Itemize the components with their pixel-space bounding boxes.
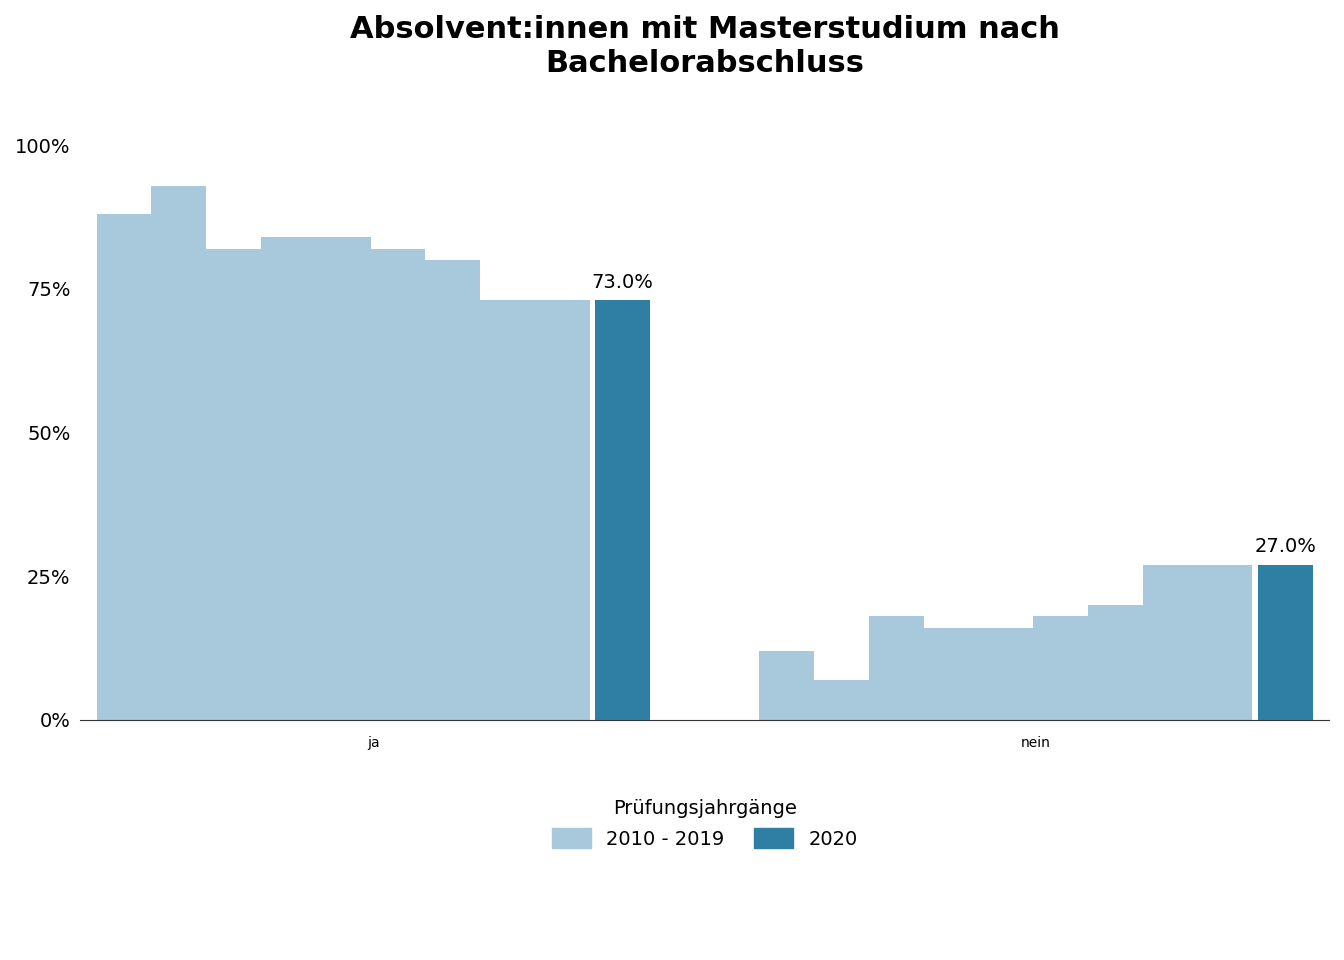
Bar <box>152 185 206 720</box>
Bar <box>206 249 261 720</box>
Bar <box>425 260 480 720</box>
Bar <box>978 628 1034 720</box>
Bar <box>595 300 650 720</box>
Bar <box>97 214 152 720</box>
Text: 73.0%: 73.0% <box>591 273 653 292</box>
Bar <box>759 651 814 720</box>
Text: 27.0%: 27.0% <box>1254 537 1316 556</box>
Bar <box>1034 616 1089 720</box>
Bar <box>923 628 978 720</box>
Legend: 2010 - 2019, 2020: 2010 - 2019, 2020 <box>544 791 866 856</box>
Bar <box>814 680 870 720</box>
Bar <box>1142 564 1198 720</box>
Title: Absolvent:innen mit Masterstudium nach
Bachelorabschluss: Absolvent:innen mit Masterstudium nach B… <box>349 15 1059 78</box>
Bar <box>1089 605 1142 720</box>
Bar <box>371 249 425 720</box>
Bar <box>316 237 371 720</box>
Bar <box>261 237 316 720</box>
Bar <box>1258 564 1313 720</box>
Bar <box>480 300 535 720</box>
Bar <box>870 616 923 720</box>
Bar <box>1198 564 1253 720</box>
Bar <box>535 300 590 720</box>
